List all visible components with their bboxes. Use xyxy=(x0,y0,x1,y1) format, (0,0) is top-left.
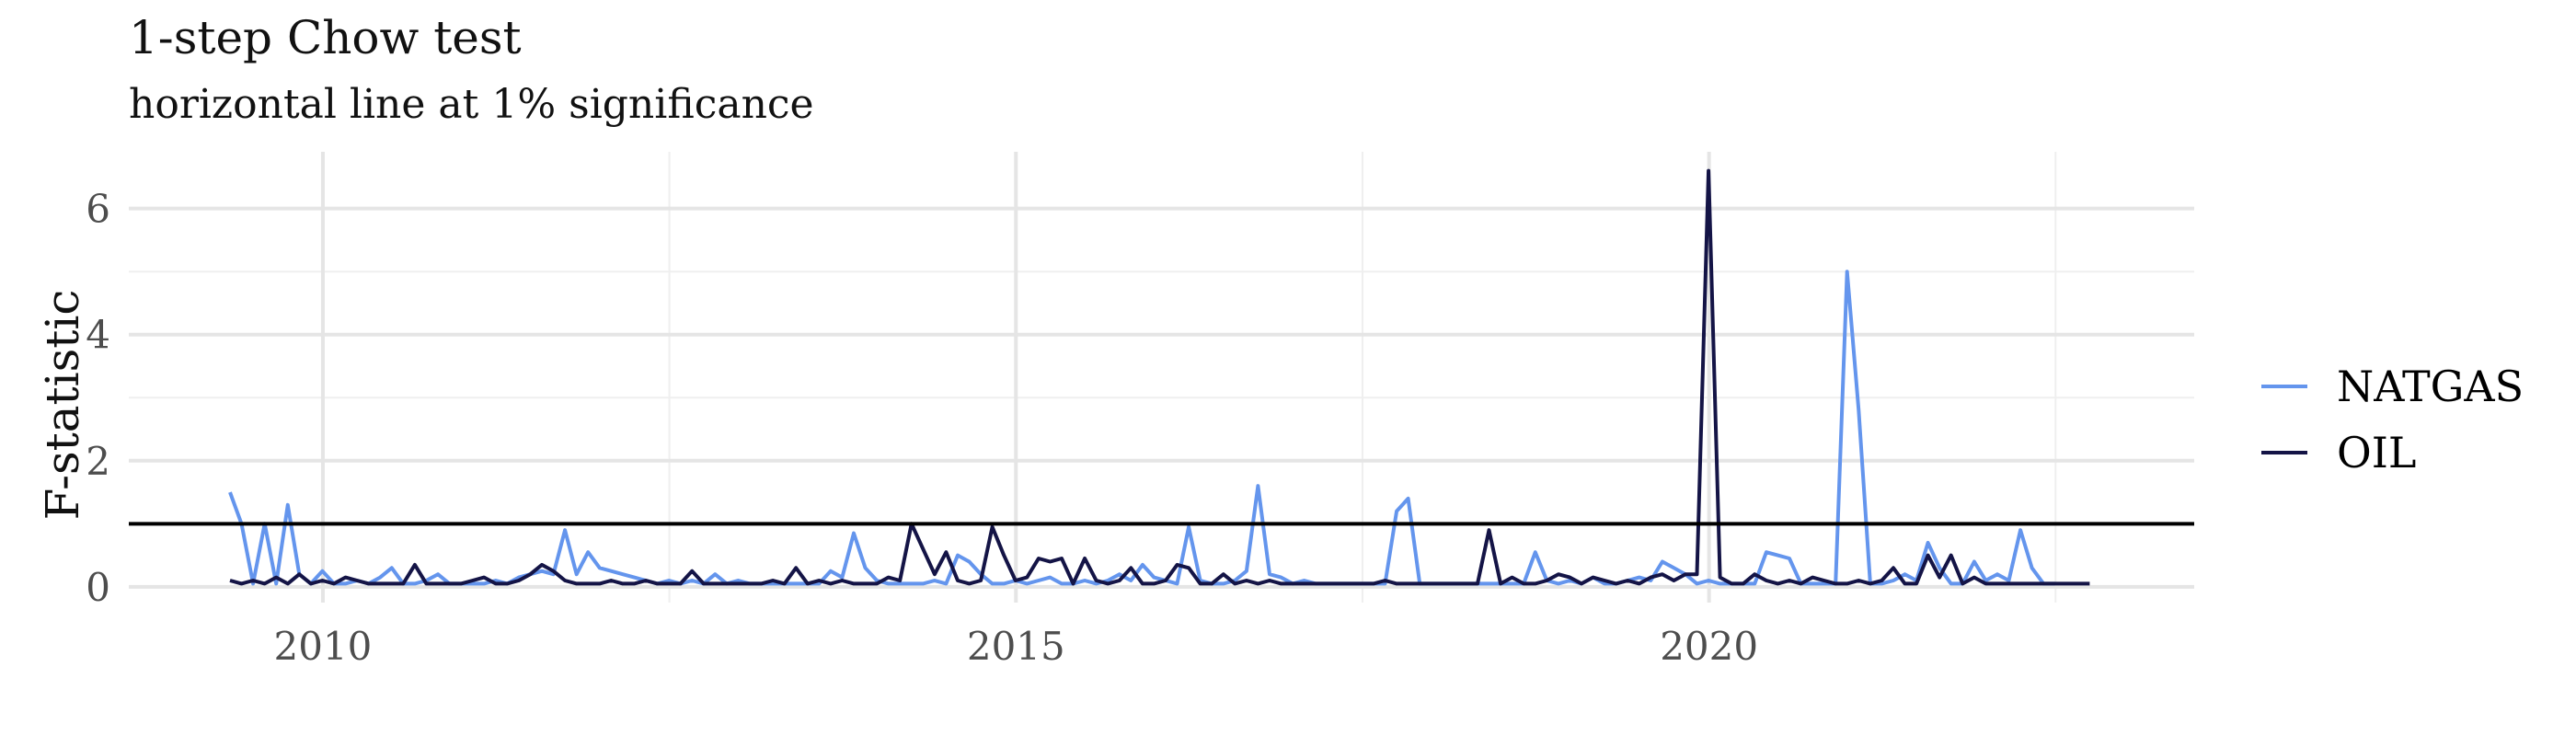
chart-title: 1-step Chow test xyxy=(129,11,522,64)
y-tick-label: 6 xyxy=(86,187,110,232)
axis-ticks: 2010 2015 2020 0 2 4 6 xyxy=(86,187,1758,669)
legend: NATGAS OIL xyxy=(2261,362,2524,477)
series-line-natgas xyxy=(228,270,2055,586)
chart-subtitle: horizontal line at 1% significance xyxy=(129,81,814,128)
series-line-oil xyxy=(229,168,2090,586)
series-lines xyxy=(129,168,2194,586)
legend-label-natgas: NATGAS xyxy=(2337,362,2524,411)
y-tick-label: 4 xyxy=(86,313,110,358)
y-tick-label: 0 xyxy=(86,565,110,610)
x-tick-label: 2015 xyxy=(967,624,1065,669)
y-tick-label: 2 xyxy=(86,439,110,484)
grid xyxy=(129,152,2194,603)
x-tick-label: 2010 xyxy=(273,624,372,669)
x-tick-label: 2020 xyxy=(1660,624,1758,669)
legend-label-oil: OIL xyxy=(2337,428,2416,477)
